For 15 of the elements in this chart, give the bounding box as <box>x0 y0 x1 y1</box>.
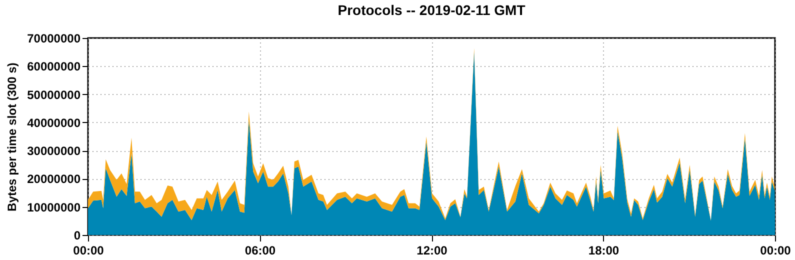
y-tick-label: 40000000 <box>27 116 81 130</box>
y-tick-label: 70000000 <box>27 32 81 46</box>
y-tick-label: 60000000 <box>27 60 81 74</box>
x-tick-label: 00:00 <box>760 244 792 258</box>
y-tick-label: 10000000 <box>27 200 81 214</box>
y-tick-label: 50000000 <box>27 88 81 102</box>
y-tick-label: 0 <box>74 228 81 242</box>
y-tick-label: 30000000 <box>27 144 81 158</box>
y-tick-label: 20000000 <box>27 172 81 186</box>
x-tick-label: 12:00 <box>416 244 448 258</box>
chart-title: Protocols -- 2019-02-11 GMT <box>338 2 526 18</box>
x-tick-label: 06:00 <box>244 244 276 258</box>
x-tick-label: 18:00 <box>588 244 620 258</box>
y-axis-title: Bytes per time slot (300 s) <box>5 62 20 212</box>
x-tick-label: 00:00 <box>73 244 104 258</box>
